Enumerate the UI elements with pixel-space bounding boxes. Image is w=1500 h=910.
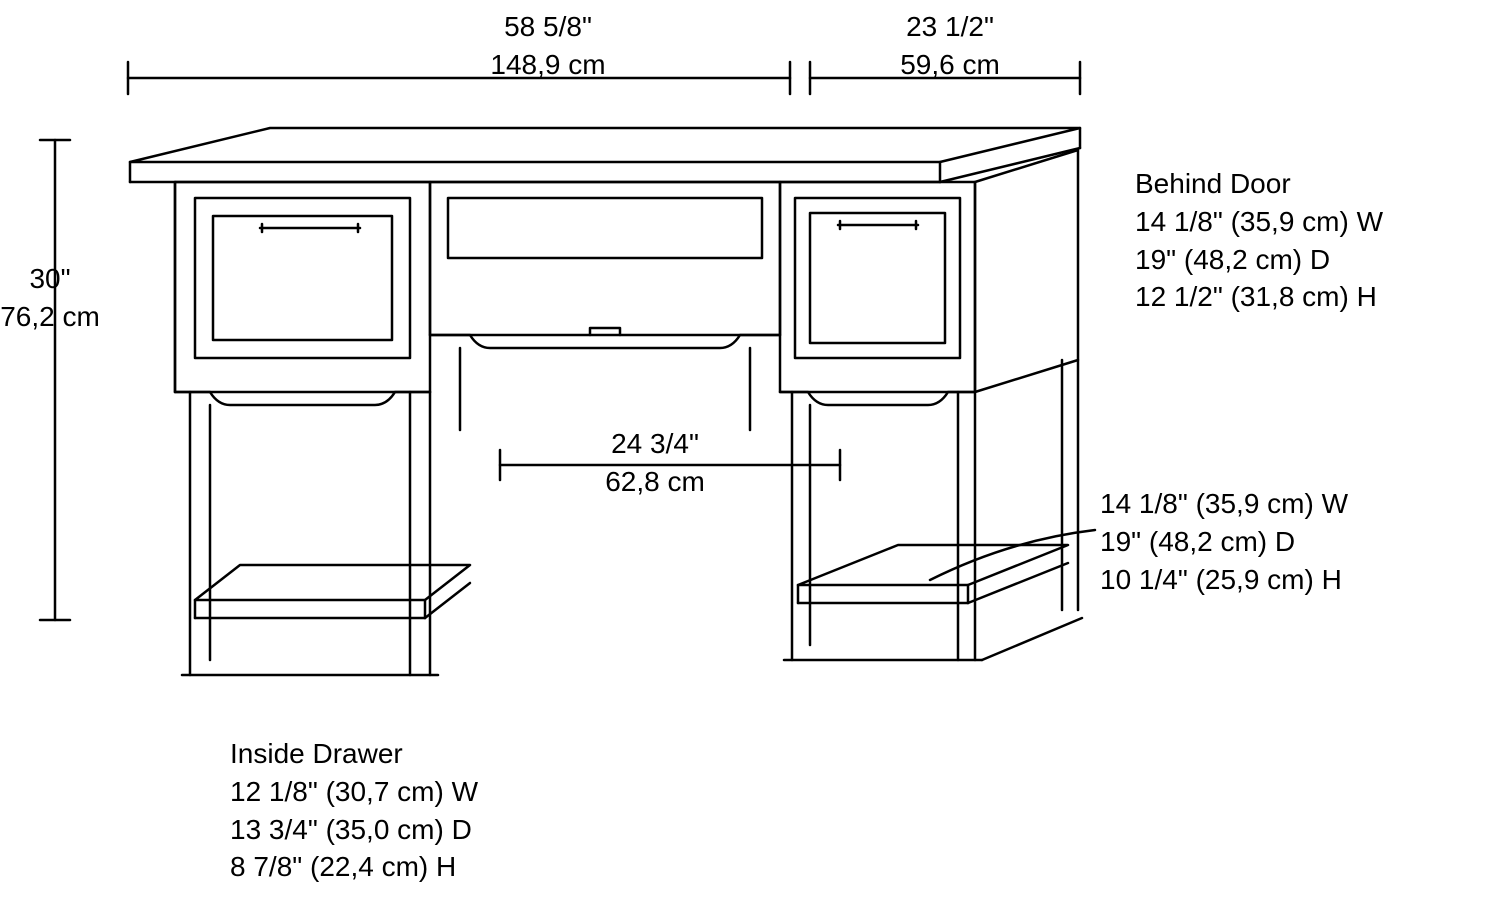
label-behind-door: Behind Door 14 1/8" (35,9 cm) W 19" (48,… — [1135, 165, 1383, 316]
width-top-metric: 148,9 cm — [490, 49, 605, 80]
opening-mid-imperial: 24 3/4" — [611, 428, 699, 459]
leader-lower-shelf — [930, 530, 1095, 580]
depth-top-metric: 59,6 cm — [900, 49, 1000, 80]
inside-drawer-h: 8 7/8" (22,4 cm) H — [230, 851, 456, 882]
height-left-imperial: 30" — [29, 263, 70, 294]
label-lower-shelf: 14 1/8" (35,9 cm) W 19" (48,2 cm) D 10 1… — [1100, 485, 1348, 598]
center-apron — [430, 182, 780, 348]
width-top-imperial: 58 5/8" — [504, 11, 592, 42]
behind-door-h: 12 1/2" (31,8 cm) H — [1135, 281, 1377, 312]
diagram-container: 58 5/8" 148,9 cm 23 1/2" 59,6 cm 30" 76,… — [0, 0, 1500, 910]
inside-drawer-title: Inside Drawer — [230, 735, 478, 773]
opening-mid-metric: 62,8 cm — [605, 466, 705, 497]
inside-drawer-w: 12 1/8" (30,7 cm) W — [230, 776, 478, 807]
dim-height-left — [40, 140, 70, 620]
inside-drawer-d: 13 3/4" (35,0 cm) D — [230, 814, 472, 845]
label-inside-drawer: Inside Drawer 12 1/8" (30,7 cm) W 13 3/4… — [230, 735, 478, 886]
label-depth-top: 23 1/2" 59,6 cm — [850, 8, 1050, 84]
depth-top-imperial: 23 1/2" — [906, 11, 994, 42]
label-height-left: 30" 76,2 cm — [0, 260, 140, 336]
label-width-top: 58 5/8" 148,9 cm — [448, 8, 648, 84]
label-opening-mid: 24 3/4" 62,8 cm — [555, 425, 755, 501]
left-pedestal — [175, 182, 470, 675]
lower-shelf-d: 19" (48,2 cm) D — [1100, 526, 1295, 557]
right-pedestal — [780, 150, 1082, 660]
behind-door-w: 14 1/8" (35,9 cm) W — [1135, 206, 1383, 237]
lower-shelf-h: 10 1/4" (25,9 cm) H — [1100, 564, 1342, 595]
height-left-metric: 76,2 cm — [0, 301, 100, 332]
desk-top — [130, 128, 1080, 182]
lower-shelf-w: 14 1/8" (35,9 cm) W — [1100, 488, 1348, 519]
behind-door-d: 19" (48,2 cm) D — [1135, 244, 1330, 275]
behind-door-title: Behind Door — [1135, 165, 1383, 203]
